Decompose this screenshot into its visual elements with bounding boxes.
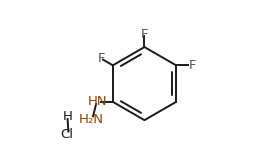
Text: HN: HN <box>88 95 107 108</box>
Text: H₂N: H₂N <box>79 113 104 126</box>
Text: F: F <box>141 28 148 41</box>
Text: Cl: Cl <box>60 128 73 141</box>
Text: F: F <box>188 59 196 72</box>
Text: F: F <box>98 52 105 65</box>
Text: H: H <box>63 110 73 123</box>
